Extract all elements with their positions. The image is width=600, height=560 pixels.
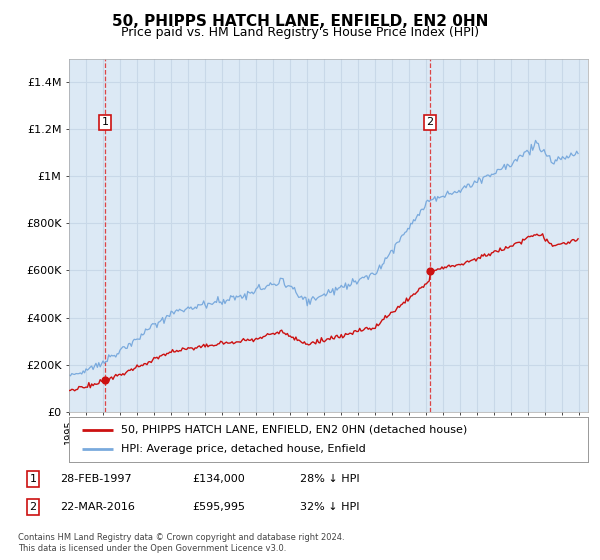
Point (100, 376, 110, 385)
Text: £134,000: £134,000 (192, 474, 245, 484)
Text: 1: 1 (29, 474, 37, 484)
Text: 2: 2 (427, 117, 434, 127)
Text: HPI: Average price, detached house, Enfield: HPI: Average price, detached house, Enfi… (121, 445, 365, 455)
Point (425, 267, 435, 276)
Text: 28-FEB-1997: 28-FEB-1997 (60, 474, 131, 484)
Text: 50, PHIPPS HATCH LANE, ENFIELD, EN2 0HN: 50, PHIPPS HATCH LANE, ENFIELD, EN2 0HN (112, 14, 488, 29)
Text: 22-MAR-2016: 22-MAR-2016 (60, 502, 135, 512)
Text: 32% ↓ HPI: 32% ↓ HPI (300, 502, 359, 512)
Text: Price paid vs. HM Land Registry's House Price Index (HPI): Price paid vs. HM Land Registry's House … (121, 26, 479, 39)
Text: £595,995: £595,995 (192, 502, 245, 512)
Text: 2: 2 (29, 502, 37, 512)
Text: 1: 1 (101, 117, 109, 127)
Text: 28% ↓ HPI: 28% ↓ HPI (300, 474, 359, 484)
Text: Contains HM Land Registry data © Crown copyright and database right 2024.: Contains HM Land Registry data © Crown c… (18, 533, 344, 542)
Text: 50, PHIPPS HATCH LANE, ENFIELD, EN2 0HN (detached house): 50, PHIPPS HATCH LANE, ENFIELD, EN2 0HN … (121, 424, 467, 435)
Text: This data is licensed under the Open Government Licence v3.0.: This data is licensed under the Open Gov… (18, 544, 286, 553)
